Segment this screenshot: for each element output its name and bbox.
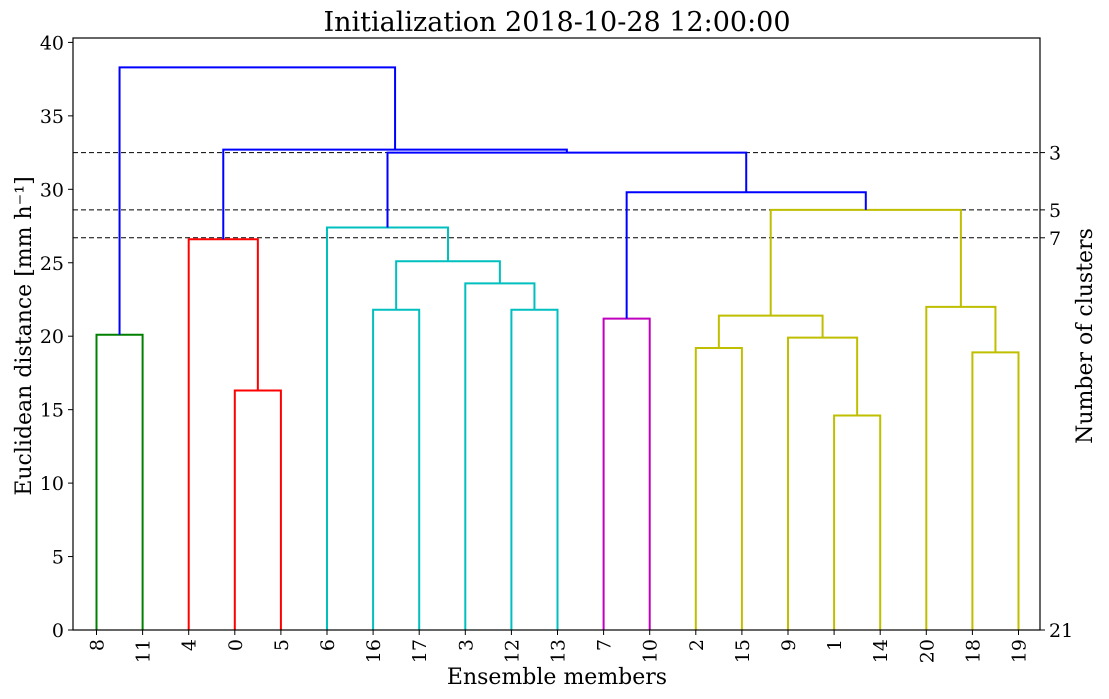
y-tick-label: 10: [40, 473, 64, 495]
x-tick-label: 18: [962, 639, 984, 663]
y2-tick-label: 7: [1049, 228, 1061, 250]
y2-axis-label: Number of clusters: [1073, 228, 1098, 444]
dendrogram-link-12: [717, 314, 824, 348]
dendrogram-link-5: [464, 282, 536, 630]
x-tick-label: 19: [1009, 639, 1031, 663]
y-axis-label: Euclidean distance [mm h⁻¹]: [12, 176, 37, 495]
y-tick-label: 0: [52, 620, 64, 642]
dendrogram-link-4: [510, 308, 559, 630]
dendrogram-link-8: [602, 317, 651, 630]
x-axis-label: Ensemble members: [447, 665, 667, 690]
dendrogram-link-9: [694, 346, 743, 630]
cluster-cut-lines: [73, 152, 1040, 239]
x-tick-label: 20: [916, 639, 938, 663]
dendrogram-link-1: [233, 389, 282, 630]
x-tick-label: 16: [363, 639, 385, 663]
x-tick-label: 17: [409, 639, 431, 663]
x-tick-label: 11: [133, 639, 155, 663]
dendrogram-link-15: [769, 208, 962, 316]
y2-tick-label: 3: [1049, 143, 1061, 165]
dendrogram-link-17: [386, 151, 748, 228]
dendrogram-link-11: [787, 336, 859, 630]
dendrogram-link-6: [395, 260, 501, 310]
x-tick-label: 14: [870, 639, 892, 663]
dendrogram-link-14: [925, 305, 997, 630]
y-tick-label: 5: [52, 547, 64, 569]
x-tick-label: 0: [225, 639, 247, 651]
plot-frame: [72, 37, 1041, 631]
x-tick-label: 9: [778, 639, 800, 651]
x-tick-label: 6: [317, 639, 339, 651]
x-tick-label: 2: [686, 639, 708, 651]
dendrogram-link-16: [625, 191, 867, 319]
y-tick-label: 30: [40, 179, 64, 201]
x-tick-label: 12: [501, 639, 523, 663]
x-axis-ticks: 8 11 4 0 5 6 16 17 3 12 13 7 10 2 15 9 1 14 20 18 19: [87, 630, 1031, 663]
y2-tick-label: 21: [1049, 620, 1073, 642]
dendrogram-links: [95, 66, 1020, 630]
dendrogram-link-0: [95, 333, 144, 630]
x-tick-label: 8: [87, 639, 109, 651]
x-tick-label: 10: [640, 639, 662, 663]
dendrogram-link-19: [118, 66, 397, 335]
dendrogram-link-7: [326, 226, 450, 630]
x-tick-label: 1: [824, 639, 846, 651]
y2-axis-ticks: 3 5 7 21: [1040, 143, 1073, 642]
x-tick-label: 7: [594, 639, 616, 651]
dendrogram-link-2: [187, 238, 259, 630]
y-tick-label: 15: [40, 400, 64, 422]
y2-tick-label: 5: [1049, 200, 1061, 222]
dendrogram-link-10: [833, 414, 882, 630]
y-tick-label: 25: [40, 253, 64, 275]
x-tick-label: 15: [732, 639, 754, 663]
dendrogram-link-18: [222, 148, 568, 240]
x-tick-label: 4: [179, 639, 201, 651]
x-tick-label: 13: [548, 639, 570, 663]
x-tick-label: 5: [271, 639, 293, 651]
x-tick-label: 3: [455, 639, 477, 651]
y-axis-ticks: 0 5 10 15 20 25 30 35 40: [40, 32, 73, 642]
y-tick-label: 20: [40, 326, 64, 348]
y-tick-label: 35: [40, 106, 64, 128]
dendrogram-link-13: [971, 351, 1020, 630]
chart-title: Initialization 2018-10-28 12:00:00: [323, 7, 790, 38]
y-tick-label: 40: [40, 32, 64, 54]
dendrogram-link-3: [372, 308, 421, 630]
